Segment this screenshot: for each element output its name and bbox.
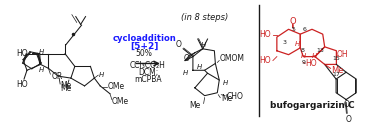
Text: Me: Me: [60, 81, 71, 90]
Text: [5+2]: [5+2]: [130, 41, 158, 50]
Text: H: H: [312, 53, 318, 59]
Text: Me: Me: [332, 66, 344, 75]
Text: (in 8 steps): (in 8 steps): [181, 13, 228, 22]
Text: H: H: [183, 70, 188, 76]
Text: HO: HO: [259, 56, 271, 65]
Text: HO: HO: [16, 80, 28, 89]
Text: O: O: [184, 54, 190, 63]
Text: O: O: [289, 17, 296, 26]
Text: CHO: CHO: [227, 92, 244, 101]
Text: H: H: [99, 72, 104, 78]
Text: cycloaddition: cycloaddition: [112, 34, 176, 43]
Text: H: H: [295, 41, 300, 47]
Text: mCPBA: mCPBA: [134, 75, 162, 84]
Text: O: O: [343, 100, 349, 109]
Text: 5: 5: [291, 27, 295, 32]
Text: Me: Me: [189, 101, 201, 110]
Text: OH: OH: [336, 50, 348, 59]
Text: CCl₃CO₂H: CCl₃CO₂H: [130, 61, 166, 70]
Text: HO: HO: [305, 59, 317, 68]
Text: H: H: [39, 67, 45, 73]
Text: DCM;: DCM;: [138, 68, 158, 77]
Text: OR: OR: [51, 72, 63, 81]
Text: 17: 17: [333, 72, 340, 77]
Text: 3: 3: [283, 40, 287, 46]
Text: Me: Me: [221, 94, 232, 103]
Text: 50%: 50%: [136, 49, 153, 58]
Text: H: H: [39, 49, 45, 55]
Text: O: O: [345, 115, 351, 124]
Text: 13: 13: [316, 48, 324, 53]
Text: H: H: [197, 64, 202, 70]
Text: H: H: [223, 80, 228, 86]
Text: HO: HO: [16, 49, 28, 58]
Text: 8: 8: [300, 48, 304, 53]
Text: OMe: OMe: [108, 82, 125, 91]
Text: OMe: OMe: [112, 97, 129, 106]
Text: Me: Me: [60, 84, 72, 93]
Text: H: H: [201, 42, 206, 48]
Text: HO: HO: [259, 30, 271, 39]
Text: OMOM: OMOM: [219, 54, 244, 63]
Text: O: O: [175, 40, 181, 49]
Text: H: H: [301, 53, 306, 59]
Text: 15: 15: [333, 56, 340, 61]
Text: 9: 9: [301, 60, 305, 65]
Text: 6: 6: [302, 27, 306, 32]
Text: bufogargarizin C: bufogargarizin C: [270, 101, 354, 110]
